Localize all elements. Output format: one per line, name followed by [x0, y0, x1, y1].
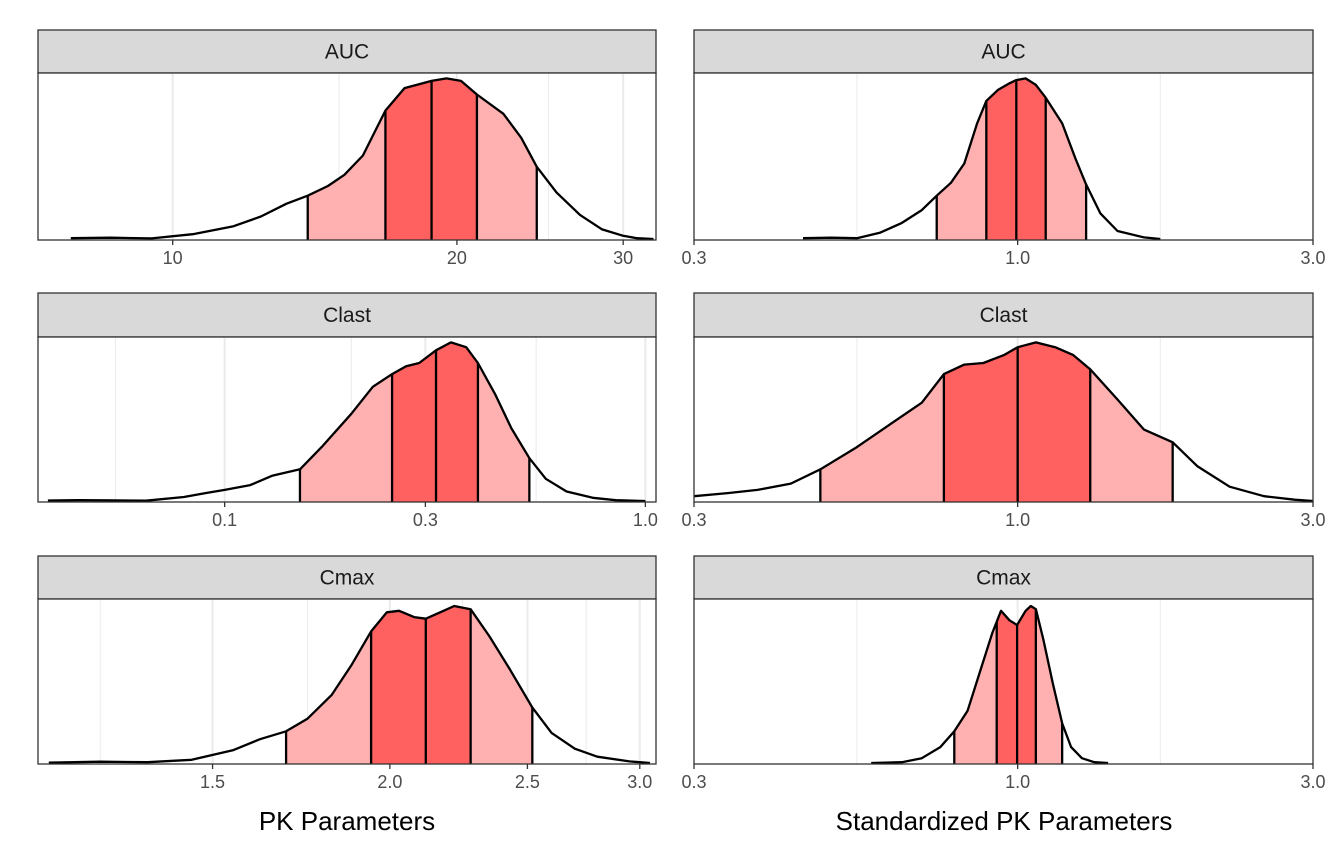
x-tick-label: 20	[447, 248, 467, 268]
facet-panel-right-clast: Clast 0.3 1.0 3.0	[681, 292, 1326, 530]
x-axis-title-left: PK Parameters	[259, 806, 435, 836]
facet-panel-left-clast: Clast 0.1 0.3 1.0	[37, 292, 658, 530]
facet-panel-right-cmax: Cmax 0.3 1.0 3.0	[681, 555, 1326, 792]
facet-strip-label: Clast	[980, 304, 1028, 327]
facet-strip	[37, 29, 657, 74]
x-tick-label: 3.0	[1300, 772, 1325, 792]
x-tick-label: 3.0	[1300, 510, 1325, 530]
x-tick-label: 10	[163, 248, 183, 268]
panel-border	[693, 598, 1314, 765]
x-tick-label: 1.0	[1005, 772, 1030, 792]
x-tick-label: 2.5	[515, 772, 540, 792]
facet-strip-label: Cmax	[976, 567, 1031, 590]
x-tick-label: 0.3	[413, 510, 438, 530]
panel-border	[37, 336, 657, 503]
facet-strip-label: Clast	[323, 304, 371, 327]
facet-panel-right-auc: AUC 0.3 1.0 3.0	[681, 29, 1326, 268]
facet-strip	[37, 555, 657, 600]
panel-border	[693, 336, 1314, 503]
density-curve	[871, 604, 1109, 765]
facet-strip-label: AUC	[325, 41, 369, 64]
facet-strip	[693, 29, 1314, 74]
x-tick-label: 3.0	[627, 772, 652, 792]
facet-panel-left-cmax: Cmax 1.5 2.0 2.5 3.0	[37, 555, 657, 792]
x-tick-label: 0.3	[681, 248, 706, 268]
density-curve	[70, 77, 654, 241]
x-tick-label: 1.0	[1005, 510, 1030, 530]
interval-band-50	[371, 606, 471, 764]
density-curve	[802, 77, 1161, 241]
density-curve	[47, 341, 646, 503]
facet-strip	[693, 292, 1314, 338]
x-tick-label: 1.0	[633, 510, 658, 530]
facet-panel-left-auc: AUC 10 20 30	[37, 29, 657, 268]
facet-strip-label: AUC	[981, 41, 1025, 64]
panel-border	[37, 598, 657, 765]
x-tick-label: 0.1	[212, 510, 237, 530]
panel-border	[37, 72, 657, 241]
panel-border	[693, 72, 1314, 241]
density-curve	[48, 604, 651, 765]
x-tick-label: 2.0	[377, 772, 402, 792]
x-tick-label: 3.0	[1300, 248, 1325, 268]
facet-strip	[693, 555, 1314, 600]
x-tick-label: 30	[613, 248, 633, 268]
facet-strip	[37, 292, 657, 338]
x-axis-title-right: Standardized PK Parameters	[836, 806, 1173, 836]
x-tick-label: 0.3	[681, 772, 706, 792]
facet-strip-label: Cmax	[320, 567, 375, 590]
x-tick-label: 0.3	[681, 510, 706, 530]
x-tick-label: 1.0	[1005, 248, 1030, 268]
x-tick-label: 1.5	[200, 772, 225, 792]
